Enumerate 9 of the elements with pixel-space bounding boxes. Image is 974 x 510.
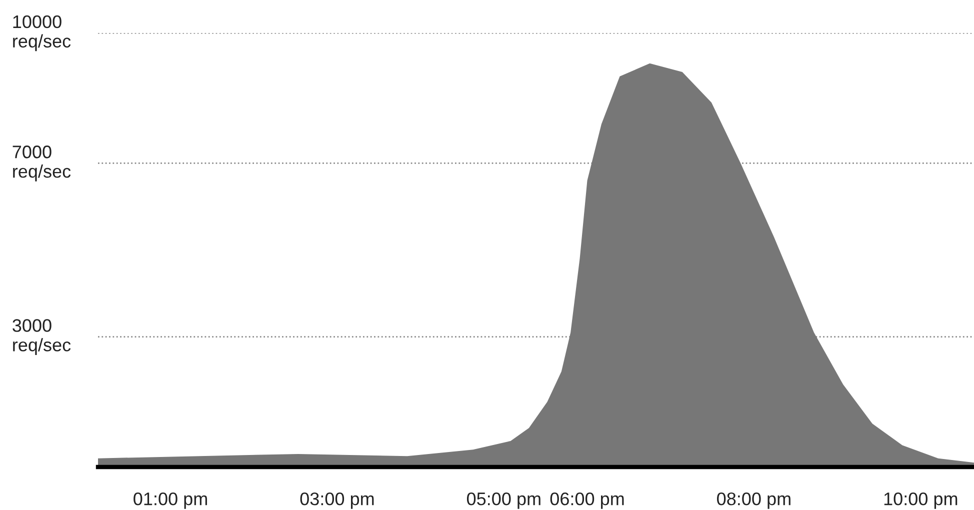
y-tick-label: 10000 req/sec xyxy=(13,15,71,52)
y-tick-label: 3000 req/sec xyxy=(12,319,71,355)
x-tick-label: 01:00 pm xyxy=(134,492,207,509)
x-tick-label: 10:00 pm xyxy=(884,492,958,509)
y-tick-label: 7000 req/sec xyxy=(12,146,71,182)
x-tick-label: 03:00 pm xyxy=(300,492,374,509)
x-tick-label: 08:00 pm xyxy=(717,492,790,509)
x-tick-label: 05:00 pm xyxy=(466,492,540,509)
x-tick-label: 06:00 pm xyxy=(550,492,624,509)
